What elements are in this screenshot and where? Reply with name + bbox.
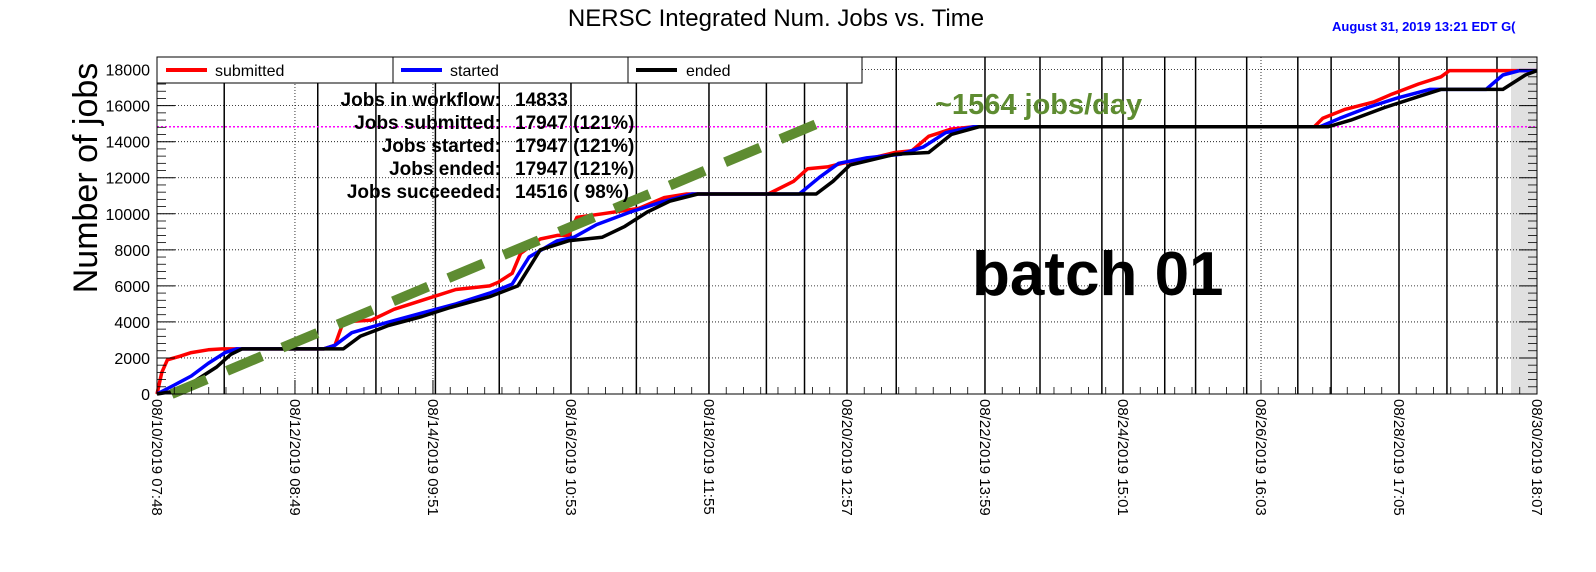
x-tick-labels: 08/10/2019 07:48 08/12/2019 08:49 08/14/20… [148, 399, 1545, 516]
y-tick-label: 18000 [106, 63, 151, 80]
y-tick-label: 16000 [106, 99, 151, 116]
x-tick-label: 08/24/2019 15:01 [1114, 399, 1131, 516]
x-tick-label: 08/14/2019 09:51 [424, 399, 441, 516]
x-tick-label: 08/16/2019 10:53 [562, 399, 579, 516]
legend: submitted started ended [156, 56, 863, 84]
stat-value: 17947 (121%) [515, 159, 634, 180]
y-tick-label: 2000 [114, 351, 150, 368]
y-axis-label: Number of jobs [67, 63, 105, 294]
legend-label-started: started [450, 63, 499, 80]
x-tick-label: 08/20/2019 12:57 [838, 399, 855, 516]
chart-title: NERSC Integrated Num. Jobs vs. Time [568, 5, 984, 32]
y-tick-label: 0 [141, 387, 150, 404]
stat-value: 14516 ( 98%) [515, 182, 629, 203]
y-tick-label: 6000 [114, 279, 150, 296]
y-tick-label: 12000 [106, 171, 151, 188]
stats-block: Jobs in workflow: 14833 Jobs submitted: … [341, 90, 635, 203]
batch-annotation: batch 01 [972, 240, 1224, 309]
x-tick-label: 08/18/2019 11:55 [700, 399, 717, 515]
stat-value: 14833 [515, 90, 568, 111]
x-tick-label: 08/26/2019 16:03 [1252, 399, 1269, 516]
x-tick-label: 08/30/2019 18:07 [1528, 399, 1545, 516]
x-tick-label: 08/22/2019 13:59 [976, 399, 993, 516]
y-tick-label: 8000 [114, 243, 150, 260]
x-tick-label: 08/10/2019 07:48 [148, 399, 165, 516]
stat-label: Jobs ended: [389, 159, 501, 180]
y-tick-label: 14000 [106, 135, 151, 152]
stat-label: Jobs submitted: [354, 113, 501, 134]
x-tick-label: 08/28/2019 17:05 [1390, 399, 1407, 516]
stat-label: Jobs succeeded: [347, 182, 501, 203]
x-tick-label: 08/12/2019 08:49 [286, 399, 303, 516]
legend-box [156, 56, 863, 84]
timestamp: August 31, 2019 13:21 EDT G( [1332, 19, 1516, 34]
stat-value: 17947 (121%) [515, 136, 634, 157]
y-tick-label: 4000 [114, 315, 150, 332]
series-line-ended [156, 68, 1538, 396]
trend-rate-label: ~1564 jobs/day [935, 89, 1142, 121]
stat-label: Jobs started: [382, 136, 501, 157]
stat-label: Jobs in workflow: [341, 90, 501, 111]
series [155, 68, 1538, 396]
y-tick-labels: 0 2000 4000 6000 8000 10000 12000 14000 16000 180… [106, 63, 151, 404]
stat-value: 17947 (121%) [515, 113, 634, 134]
legend-label-ended: ended [686, 63, 731, 80]
y-tick-label: 10000 [106, 207, 151, 224]
legend-label-submitted: submitted [215, 63, 284, 80]
